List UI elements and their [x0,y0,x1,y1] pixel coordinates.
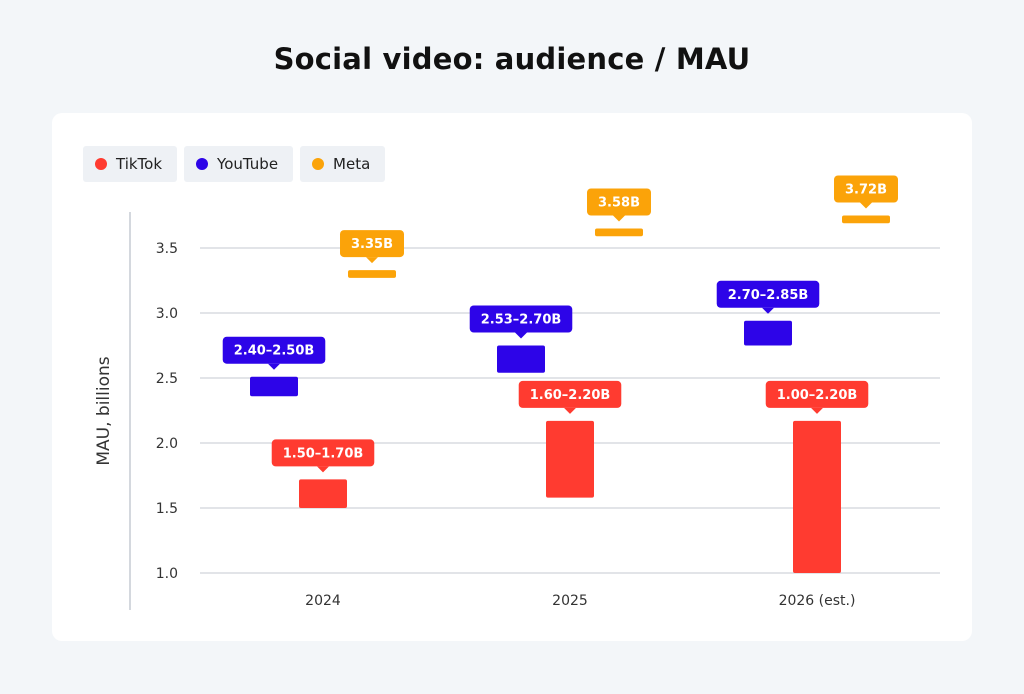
meta-data-label: 3.58B [598,196,640,211]
meta-callout-pointer [366,257,378,264]
tiktok-value-callout: 1.50–1.70B [271,439,375,473]
youtube-value-callout: 2.70–2.85B [716,280,820,314]
youtube-callout-box [469,305,573,333]
legend-swatch-meta [312,158,325,170]
tiktok-bar[interactable] [299,479,347,508]
legend-item-tiktok[interactable]: TikTok [83,146,178,182]
legend-swatch-tiktok [95,158,107,170]
legend-item-meta[interactable]: Meta [300,146,386,182]
tiktok-callout-box [765,380,869,408]
meta-data-label: 3.72B [845,183,887,198]
tiktok-callout-pointer [317,466,329,473]
youtube-callout-box [222,336,326,364]
legend-label-youtube: YouTube [217,155,279,173]
tiktok-bar[interactable] [546,420,594,498]
tiktok-value-callout: 1.60–2.20B [518,380,622,414]
meta-bar[interactable] [348,270,396,278]
youtube-callout-pointer [515,332,527,339]
meta-bar[interactable] [842,215,890,224]
meta-callout-box [834,175,898,203]
tiktok-data-label: 1.00–2.20B [777,388,858,403]
meta-bar[interactable] [595,228,643,237]
chart-legend: TikTok YouTube Meta [83,146,386,182]
y-tick-label: 3.0 [156,306,178,322]
youtube-bar[interactable] [744,320,792,346]
x-category-label: 2026 (est.) [779,593,856,609]
page-title: Social video: audience / MAU [273,42,751,76]
youtube-callout-pointer [268,363,280,370]
tiktok-value-callout: 1.00–2.20B [765,380,869,414]
y-axis-title: MAU, billions [94,356,114,465]
meta-callout-pointer [860,202,872,209]
y-tick-label: 1.0 [156,566,178,582]
youtube-callout-box [716,280,820,308]
meta-data-label: 3.35B [351,237,393,252]
legend-label-tiktok: TikTok [116,155,163,173]
youtube-data-label: 2.70–2.85B [728,288,809,303]
legend-label-meta: Meta [333,155,371,173]
y-tick-label: 2.0 [156,436,178,452]
legend-item-youtube[interactable]: YouTube [184,146,294,182]
legend-swatch-youtube [196,158,209,170]
y-tick-label: 2.5 [156,371,178,387]
y-tick-label: 1.5 [156,501,178,517]
tiktok-callout-pointer [811,407,823,414]
tiktok-callout-box [518,380,622,408]
meta-callout-pointer [613,215,625,222]
meta-callout-box [587,188,651,216]
meta-callout-box [340,230,404,258]
y-tick-label: 3.5 [156,241,178,257]
x-category-label: 2024 [305,593,341,609]
tiktok-data-label: 1.60–2.20B [530,388,611,403]
youtube-data-label: 2.53–2.70B [481,313,562,328]
youtube-data-label: 2.40–2.50B [234,344,315,359]
tiktok-bar[interactable] [793,420,841,573]
meta-value-callout: 3.58B [587,188,651,222]
youtube-callout-pointer [762,307,774,314]
x-category-label: 2025 [552,593,588,609]
youtube-value-callout: 2.53–2.70B [469,305,573,339]
youtube-bar[interactable] [250,376,298,397]
meta-value-callout: 3.72B [834,175,898,209]
youtube-value-callout: 2.40–2.50B [222,336,326,370]
tiktok-data-label: 1.50–1.70B [283,446,364,461]
youtube-bar[interactable] [497,345,545,373]
tiktok-callout-pointer [564,407,576,414]
meta-value-callout: 3.35B [340,230,404,264]
tiktok-callout-box [271,439,375,467]
